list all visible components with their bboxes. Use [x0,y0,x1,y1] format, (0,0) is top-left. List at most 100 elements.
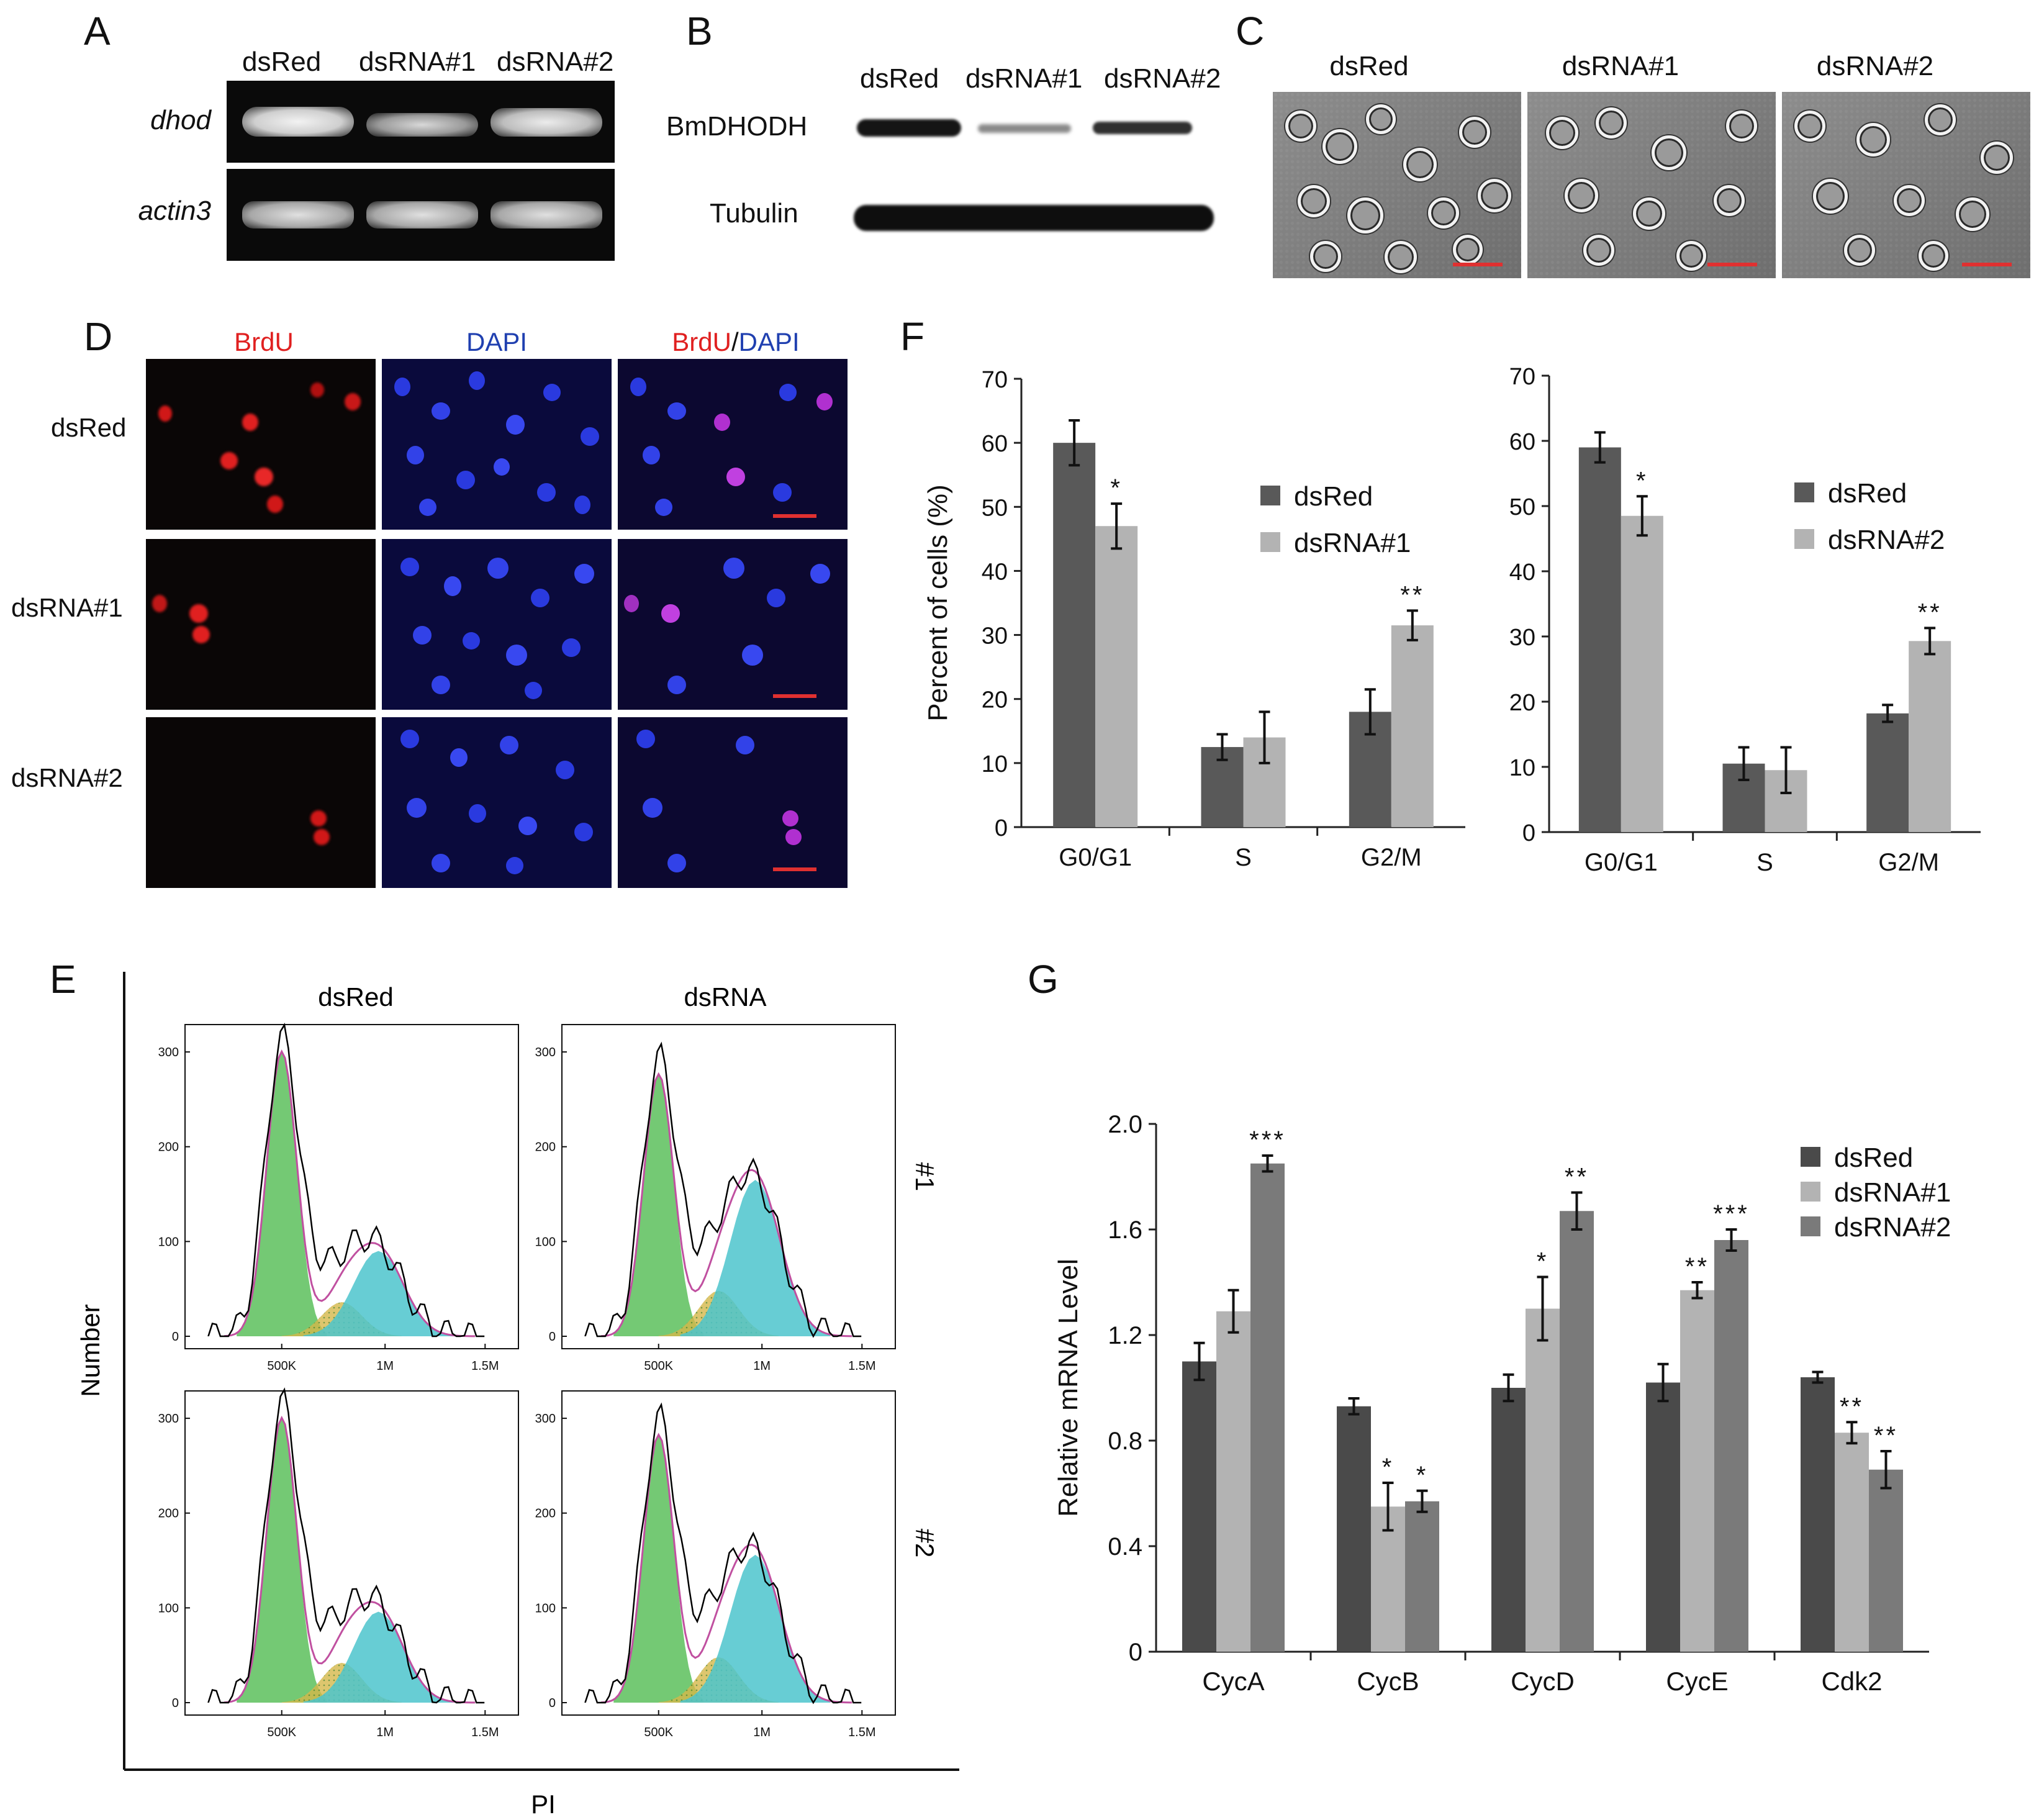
bar [1095,526,1138,827]
bar [1405,1501,1439,1652]
flow-col-label-dsred: dsRed [318,982,393,1012]
y-tick-label: 200 [158,1141,179,1154]
x-tick-label: G0/G1 [1059,844,1132,871]
g2-peak [680,1554,831,1703]
blot-col-label-dsred: dsRed [860,63,939,94]
significance-label: ** [1918,599,1942,626]
significance-label: ** [1840,1393,1864,1420]
bar [1866,713,1909,832]
gel-col-label-dsrna1: dsRNA#1 [359,47,476,77]
bar [1216,1311,1250,1652]
scale-bar [773,694,816,698]
y-tick-label: 100 [158,1601,179,1615]
fluor-image-brdu [146,359,376,530]
legend-label: dsRed [1294,481,1373,512]
merge-label-sep: / [731,327,739,356]
x-tick-label: CycD [1511,1667,1575,1696]
flow-row-label-1: #1 [910,1162,939,1192]
flow-histogram: 300 200 100 0 500K 1M 1.5M [535,1390,896,1739]
y-tick-label: 300 [535,1046,556,1059]
significance-label: * [1636,467,1648,494]
x-tick-label: CycB [1357,1667,1419,1696]
flow-histogram: 300 200 100 0 500K 1M 1.5M [158,1387,519,1739]
fluor-image-merge [618,717,848,888]
bar [1053,443,1096,827]
scale-bar [773,514,816,518]
x-tick-label: G2/M [1878,849,1939,876]
y-tick-label: 300 [535,1412,556,1426]
gel-band [491,108,602,137]
x-tick-label: G0/G1 [1585,849,1658,876]
panel-label-c: C [1236,9,1265,53]
y-tick-label: 10 [1509,755,1535,781]
x-tick-label: CycA [1202,1667,1264,1696]
blot-band [1093,122,1192,134]
merge-label-dapi: DAPI [738,327,800,356]
gel-band [242,201,354,229]
gel-image-actin3 [227,169,615,261]
x-tick-label: 1.5M [471,1359,499,1373]
bar [1714,1240,1748,1652]
bar [1621,515,1663,832]
significance-label: * [1416,1462,1429,1489]
micro-col-label-dsred: dsRed [1329,51,1409,81]
y-axis-label: Percent of cells (%) [923,484,953,721]
fluor-image-merge [618,359,848,530]
flow-ylabel: Number [76,1304,105,1397]
y-tick-label: 70 [982,367,1008,393]
significance-label: *** [1249,1126,1286,1154]
y-tick-label: 200 [158,1507,179,1521]
significance-label: *** [1713,1200,1750,1228]
significance-label: ** [1874,1422,1898,1449]
x-tick-label: S [1235,844,1252,871]
flow-row-label-2: #2 [910,1529,939,1558]
panel-label-e: E [50,957,76,1002]
chart-f-dsrna2: 0 10 20 30 40 50 60 70 G0/G1 * S G2/M ** dsRed dsRNA#2 [1509,364,1981,876]
y-tick-label: 100 [158,1235,179,1249]
bar [1250,1163,1285,1652]
x-tick-label: 1M [753,1359,771,1373]
x-tick-label: CycE [1666,1667,1728,1696]
y-tick-label: 0 [1522,820,1535,846]
bar [1391,625,1434,827]
bar [1835,1433,1869,1652]
fit-curve [224,1415,476,1704]
gel-row-label-actin3: actin3 [138,196,211,226]
y-tick-label: 0.8 [1108,1428,1142,1455]
y-tick-label: 30 [1509,625,1535,651]
y-tick-label: 2.0 [1108,1111,1142,1138]
panel-label-d: D [84,314,113,359]
g2-peak [303,1251,454,1336]
fluor-image-dapi [382,539,612,710]
fluor-row-label-dsrna1: dsRNA#1 [11,593,123,622]
micrograph-dsrna1 [1527,92,1776,278]
blot-col-label-dsrna1: dsRNA#1 [965,63,1083,94]
y-tick-label: 300 [158,1412,179,1426]
gel-band [366,113,478,137]
fluor-col-label-merge: BrdU/DAPI [618,329,854,355]
y-tick-label: 100 [535,1235,556,1249]
bar [1869,1469,1903,1652]
y-tick-label: 50 [1509,494,1535,520]
y-tick-label: 50 [982,495,1008,521]
fit-curve [600,1072,852,1338]
gel-band [491,201,602,229]
blot-row-label-bmdhodh: BmDHODH [666,111,808,142]
micro-col-label-dsrna2: dsRNA#2 [1816,51,1934,81]
raw-histogram [207,1023,485,1338]
flow-histogram: 300 200 100 0 500K 1M 1.5M [535,1024,896,1373]
raw-histogram [584,1041,862,1338]
bar [1909,641,1951,832]
fluor-col-label-brdu: BrdU [234,327,294,356]
panel-label-f: F [900,314,925,359]
y-tick-label: 0 [549,1330,556,1344]
y-tick-label: 1.2 [1108,1322,1142,1349]
g1-peak [237,1052,327,1336]
fluor-image-dapi [382,717,612,888]
panel-label-b: B [686,9,713,53]
significance-label: ** [1565,1164,1589,1191]
y-tick-label: 70 [1509,364,1535,390]
fluor-image-brdu [146,539,376,710]
